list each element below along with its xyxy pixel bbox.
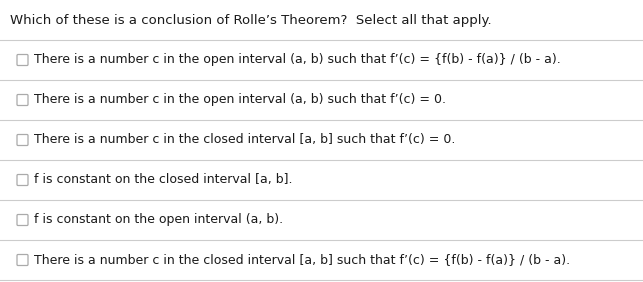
Text: There is a number c in the closed interval [a, b] such that f’(c) = {f(b) - f(a): There is a number c in the closed interv… (34, 254, 570, 266)
Text: f is constant on the open interval (a, b).: f is constant on the open interval (a, b… (34, 213, 283, 226)
Text: Which of these is a conclusion of Rolle’s Theorem?  Select all that apply.: Which of these is a conclusion of Rolle’… (10, 14, 492, 27)
FancyBboxPatch shape (17, 94, 28, 105)
FancyBboxPatch shape (17, 54, 28, 65)
FancyBboxPatch shape (17, 215, 28, 226)
Text: There is a number c in the closed interval [a, b] such that f’(c) = 0.: There is a number c in the closed interv… (34, 133, 455, 147)
Text: f is constant on the closed interval [a, b].: f is constant on the closed interval [a,… (34, 173, 293, 186)
FancyBboxPatch shape (17, 175, 28, 186)
FancyBboxPatch shape (17, 135, 28, 146)
Text: There is a number c in the open interval (a, b) such that f’(c) = 0.: There is a number c in the open interval… (34, 94, 446, 107)
FancyBboxPatch shape (17, 254, 28, 265)
Text: There is a number c in the open interval (a, b) such that f’(c) = {f(b) - f(a)} : There is a number c in the open interval… (34, 54, 561, 67)
